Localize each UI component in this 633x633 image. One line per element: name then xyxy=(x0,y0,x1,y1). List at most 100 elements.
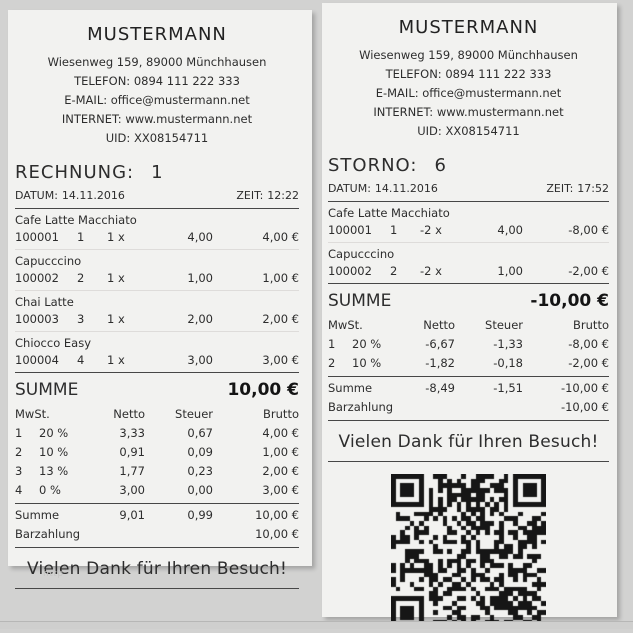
time-value: 17:52 xyxy=(577,182,609,195)
payment-label: Barzahlung xyxy=(328,400,394,414)
divider xyxy=(328,461,609,462)
tax-col-mwst: MwSt. xyxy=(328,318,363,332)
item-qty: 1 x xyxy=(107,271,125,285)
store-name: MUSTERMANN xyxy=(398,17,539,38)
thanks-message: Vielen Dank für Ihren Besuch! xyxy=(338,432,599,452)
item-unit-price: 4,00 xyxy=(497,223,523,237)
totals-netto: -8,49 xyxy=(425,381,455,395)
tax-netto: 3,00 xyxy=(119,483,145,497)
item-qty: 1 x xyxy=(107,230,125,244)
item-article: 100001 xyxy=(328,223,372,237)
tax-netto: 3,33 xyxy=(119,426,145,440)
tax-table: MwSt. Netto Steuer Brutto 1 20 % 3,33 0,… xyxy=(15,405,299,503)
tax-rate: 10 % xyxy=(39,445,69,459)
totals-block: Summe 9,01 0,99 10,00 € Barzahlung 10,00… xyxy=(15,504,299,547)
item-pos: 1 xyxy=(77,230,85,244)
list-item: Cafe Latte Macchiato 100001 1 1 x 4,00 4… xyxy=(15,209,299,250)
grand-total-amount: -10,00 € xyxy=(530,291,609,311)
tax-steuer: 0,23 xyxy=(187,464,213,478)
tax-brutto: 2,00 € xyxy=(262,464,299,478)
tax-steuer: 0,67 xyxy=(187,426,213,440)
payment-row: Barzahlung -10,00 € xyxy=(328,398,609,417)
tax-row: 2 10 % 0,91 0,09 1,00 € xyxy=(15,443,299,462)
item-pos: 1 xyxy=(390,223,398,237)
doc-number: 6 xyxy=(434,155,447,176)
list-item: Chiocco Easy 100004 4 1 x 3,00 3,00 € xyxy=(15,332,299,372)
thanks-message: Vielen Dank für Ihren Besuch! xyxy=(26,559,287,579)
invoice-receipt: MUSTERMANN Wiesenweg 159, 89000 Münchhau… xyxy=(8,10,312,589)
date-time-row: DATUM: 14.11.2016 ZEIT: 17:52 xyxy=(328,182,609,195)
tax-idx: 3 xyxy=(15,464,23,478)
item-name: Chiocco Easy xyxy=(15,336,91,350)
time-label: ZEIT: xyxy=(546,182,574,195)
tax-col-steuer: Steuer xyxy=(485,318,523,332)
item-name: Capucccino xyxy=(328,247,395,261)
store-website: INTERNET: www.mustermann.net xyxy=(373,105,564,119)
item-article: 100002 xyxy=(328,264,372,278)
tax-header-row: MwSt. Netto Steuer Brutto xyxy=(15,405,299,424)
totals-label: Summe xyxy=(15,508,60,522)
tax-rate: 20 % xyxy=(352,337,382,351)
doc-title: STORNO: 6 xyxy=(328,155,609,176)
item-unit-price: 4,00 xyxy=(187,230,213,244)
store-website: INTERNET: www.mustermann.net xyxy=(61,112,253,126)
item-unit-price: 3,00 xyxy=(187,353,213,367)
item-qty: 1 x xyxy=(107,312,125,326)
item-total: 2,00 € xyxy=(262,312,299,326)
payment-amount: -10,00 € xyxy=(560,400,609,414)
divider xyxy=(15,547,299,548)
totals-brutto: 10,00 € xyxy=(255,508,299,522)
item-list: Cafe Latte Macchiato 100001 1 1 x 4,00 4… xyxy=(15,209,299,372)
date-time-row: DATUM: 14.11.2016 ZEIT: 12:22 xyxy=(15,189,299,202)
list-item: Capucccino 100002 2 1 x 1,00 1,00 € xyxy=(15,250,299,291)
tax-header-row: MwSt. Netto Steuer Brutto xyxy=(328,316,609,335)
divider xyxy=(15,208,299,209)
tax-col-brutto: Brutto xyxy=(573,318,609,332)
store-uid: UID: XX08154711 xyxy=(105,131,209,145)
date-value: 14.11.2016 xyxy=(61,189,125,202)
tax-rate: 0 % xyxy=(39,483,61,497)
store-header: MUSTERMANN Wiesenweg 159, 89000 Münchhau… xyxy=(15,18,299,148)
doc-title: RECHNUNG: 1 xyxy=(15,162,299,183)
item-total: 1,00 € xyxy=(262,271,299,285)
divider xyxy=(328,376,609,377)
date-label: DATUM: xyxy=(15,189,58,202)
item-qty: 1 x xyxy=(107,353,125,367)
doc-number: 1 xyxy=(151,162,164,183)
tax-col-netto: Netto xyxy=(113,407,145,421)
totals-steuer: -1,51 xyxy=(493,381,523,395)
totals-row: Summe 9,01 0,99 10,00 € xyxy=(15,506,299,525)
list-item: Cafe Latte Macchiato 100001 1 -2 x 4,00 … xyxy=(328,202,609,243)
item-unit-price: 1,00 xyxy=(187,271,213,285)
tax-col-netto: Netto xyxy=(423,318,455,332)
store-address: Wiesenweg 159, 89000 Münchhausen xyxy=(47,55,267,69)
item-qty: -2 x xyxy=(420,264,442,278)
tax-idx: 2 xyxy=(15,445,23,459)
item-pos: 4 xyxy=(77,353,85,367)
item-article: 100004 xyxy=(15,353,59,367)
item-total: -2,00 € xyxy=(568,264,609,278)
divider xyxy=(15,372,299,373)
item-pos: 2 xyxy=(77,271,85,285)
item-pos: 3 xyxy=(77,312,85,326)
totals-netto: 9,01 xyxy=(119,508,145,522)
store-phone: TELEFON: 0894 111 222 333 xyxy=(74,74,240,88)
tax-brutto: 1,00 € xyxy=(262,445,299,459)
tax-col-brutto: Brutto xyxy=(263,407,299,421)
item-total: 3,00 € xyxy=(262,353,299,367)
totals-block: Summe -8,49 -1,51 -10,00 € Barzahlung -1… xyxy=(328,377,609,420)
storno-receipt: MUSTERMANN Wiesenweg 159, 89000 Münchhau… xyxy=(322,3,617,629)
item-name: Chai Latte xyxy=(15,295,74,309)
payment-row: Barzahlung 10,00 € xyxy=(15,525,299,544)
store-email: E-MAIL: office@mustermann.net xyxy=(64,93,250,107)
item-article: 100003 xyxy=(15,312,59,326)
list-item: Capucccino 100002 2 -2 x 1,00 -2,00 € xyxy=(328,243,609,283)
payment-amount: 10,00 € xyxy=(255,527,299,541)
tax-row: 1 20 % 3,33 0,67 4,00 € xyxy=(15,424,299,443)
divider xyxy=(328,201,609,202)
tax-brutto: 3,00 € xyxy=(262,483,299,497)
grand-total-label: SUMME xyxy=(15,380,79,400)
divider xyxy=(15,503,299,504)
tax-steuer: -0,18 xyxy=(493,356,523,370)
qr-code xyxy=(391,474,546,629)
